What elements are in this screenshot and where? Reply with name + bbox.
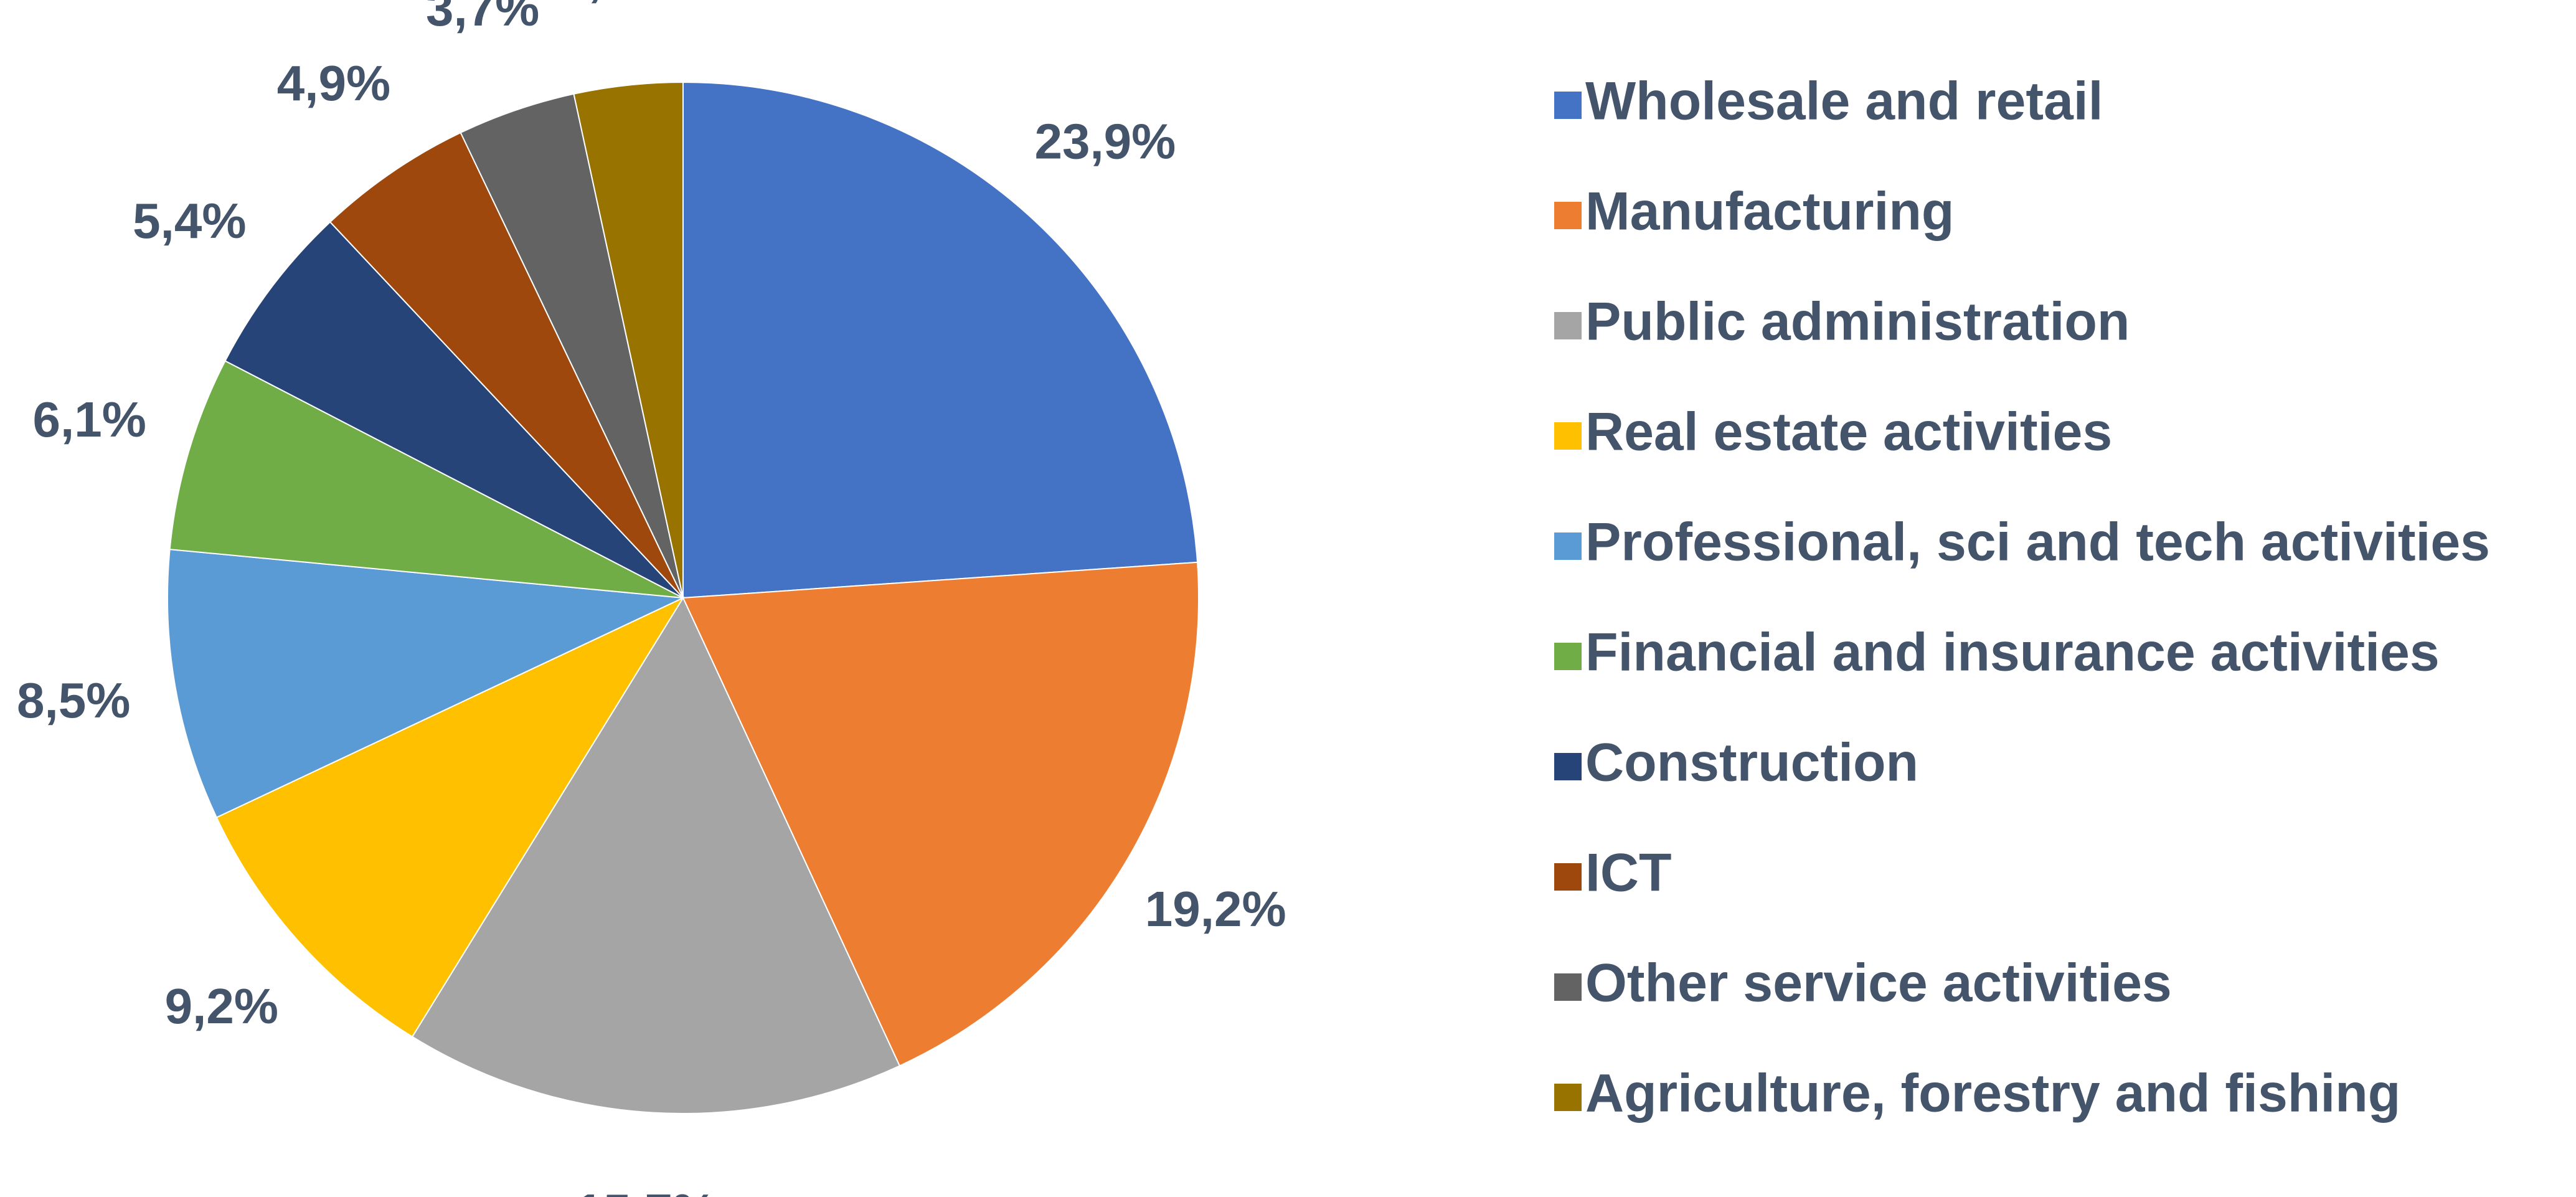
legend-swatch xyxy=(1554,753,1582,780)
legend-swatch xyxy=(1554,312,1582,339)
data-label: 5,4% xyxy=(133,193,246,248)
legend-swatch xyxy=(1554,1084,1582,1111)
legend-label: Wholesale and retail xyxy=(1585,72,2103,131)
pie-slice xyxy=(573,81,684,598)
legend-label: Real estate activities xyxy=(1585,402,2112,462)
legend-label: Agriculture, forestry and fishing xyxy=(1585,1064,2400,1124)
legend-label: Manufacturing xyxy=(1585,182,1954,242)
pie-slice xyxy=(224,221,684,598)
legend-swatch xyxy=(1554,643,1582,670)
data-label: 4,9% xyxy=(277,55,390,111)
legend-label: Professional, sci and tech activities xyxy=(1585,513,2490,572)
legend-label: Construction xyxy=(1585,733,1918,793)
legend-swatch xyxy=(1554,532,1582,560)
pie-slice xyxy=(460,93,684,598)
pie-slice xyxy=(167,548,686,818)
pie-slice xyxy=(682,81,1199,599)
pie-slice xyxy=(682,561,1199,1067)
data-label: 3,7% xyxy=(426,0,539,36)
pie-slice xyxy=(329,131,684,598)
data-label: 3,4% xyxy=(560,0,674,6)
data-label: 8,5% xyxy=(17,673,130,728)
data-label: 23,9% xyxy=(1034,114,1176,169)
pie-slice xyxy=(169,360,684,598)
legend-label: Other service activities xyxy=(1585,953,2172,1013)
legend-swatch xyxy=(1554,92,1582,119)
pie-slice xyxy=(411,596,901,1114)
data-label: 9,2% xyxy=(165,978,278,1034)
legend-label: Financial and insurance activities xyxy=(1585,623,2440,683)
data-label: 15,7% xyxy=(575,1184,717,1197)
legend-swatch xyxy=(1554,863,1582,891)
data-label: 6,1% xyxy=(33,392,146,447)
legend-swatch xyxy=(1554,202,1582,229)
legend-label: ICT xyxy=(1585,843,1672,903)
pie-slice xyxy=(215,596,685,1038)
legend-label: Public administration xyxy=(1585,292,2130,352)
legend-swatch xyxy=(1554,973,1582,1001)
legend-swatch xyxy=(1554,422,1582,450)
data-label: 19,2% xyxy=(1145,881,1286,937)
